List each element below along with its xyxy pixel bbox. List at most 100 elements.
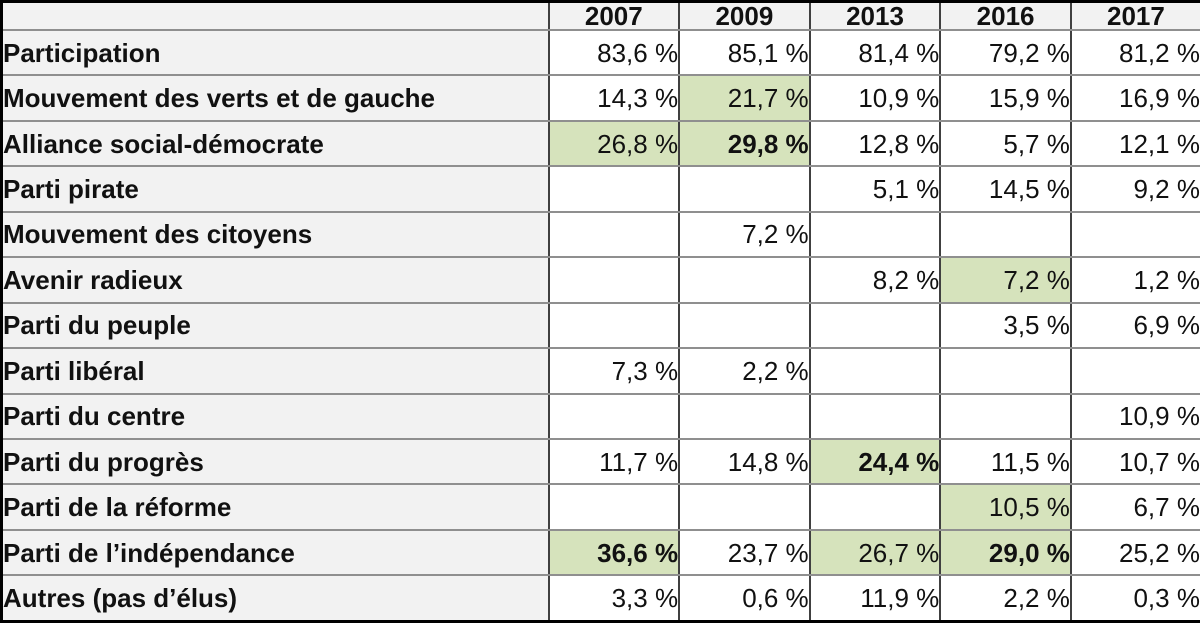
year-header-2016: 2016 [939,0,1072,31]
value-cell: 12,8 % [808,119,942,168]
table-row: Parti du centre 10,9 % [0,392,1200,440]
year-header-2007: 2007 [547,0,681,31]
value-cell: 11,5 % [939,437,1072,486]
value-cell: 29,0 % [939,528,1072,577]
value-cell: 2,2 % [678,347,811,395]
value-cell [939,392,1072,440]
value-cell: 16,9 % [1069,74,1200,122]
value-cell: 85,1 % [678,28,811,77]
table-row: Autres (pas d’élus) 3,3 % 0,6 % 11,9 % 2,2 %… [0,574,1200,623]
row-label: Avenir radieux [0,256,550,304]
value-cell: 23,7 % [678,528,811,577]
value-cell: 24,4 % [808,437,942,486]
row-label: Parti de l’indépendance [0,528,550,577]
value-cell [547,392,681,440]
value-cell: 81,4 % [808,28,942,77]
value-cell: 11,7 % [547,437,681,486]
table-row: Mouvement des verts et de gauche 14,3 % 21… [0,74,1200,122]
year-header-2013: 2013 [808,0,942,31]
value-cell: 36,6 % [547,528,681,577]
value-cell: 3,3 % [547,574,681,623]
value-cell: 9,2 % [1069,165,1200,213]
value-cell: 14,8 % [678,437,811,486]
year-header-2017: 2017 [1069,0,1200,31]
table-row: Mouvement des citoyens 7,2 % [0,210,1200,259]
table-row: Parti du progrès 11,7 % 14,8 % 24,4 % 11,5 %… [0,437,1200,486]
value-cell [547,483,681,531]
value-cell: 10,5 % [939,483,1072,531]
row-label: Parti pirate [0,165,550,213]
header-row: 2007 2009 2013 2016 2017 [0,0,1200,31]
value-cell: 3,5 % [939,301,1072,350]
value-cell [678,165,811,213]
value-cell [678,256,811,304]
value-cell: 0,6 % [678,574,811,623]
value-cell: 10,7 % [1069,437,1200,486]
value-cell: 11,9 % [808,574,942,623]
value-cell: 12,1 % [1069,119,1200,168]
value-cell: 0,3 % [1069,574,1200,623]
table-row: Avenir radieux 8,2 % 7,2 % 1,2 % [0,256,1200,304]
value-cell [939,210,1072,259]
value-cell [547,165,681,213]
value-cell: 6,9 % [1069,301,1200,350]
table-row: Parti de l’indépendance 36,6 % 23,7 % 26,7 … [0,528,1200,577]
value-cell [808,210,942,259]
value-cell [808,483,942,531]
corner-cell [0,0,550,31]
value-cell: 26,7 % [808,528,942,577]
value-cell: 7,2 % [939,256,1072,304]
value-cell: 10,9 % [1069,392,1200,440]
value-cell: 79,2 % [939,28,1072,77]
value-cell: 5,1 % [808,165,942,213]
value-cell: 15,9 % [939,74,1072,122]
value-cell: 1,2 % [1069,256,1200,304]
value-cell: 14,3 % [547,74,681,122]
value-cell [547,210,681,259]
value-cell [547,256,681,304]
value-cell: 2,2 % [939,574,1072,623]
row-label: Parti du centre [0,392,550,440]
value-cell [808,347,942,395]
table-row: Parti pirate 5,1 % 14,5 % 9,2 % [0,165,1200,213]
value-cell [808,301,942,350]
value-cell: 10,9 % [808,74,942,122]
value-cell: 14,5 % [939,165,1072,213]
value-cell [678,301,811,350]
table-row: Alliance social-démocrate 26,8 % 29,8 % 12,… [0,119,1200,168]
value-cell [547,301,681,350]
value-cell: 5,7 % [939,119,1072,168]
value-cell [678,392,811,440]
value-cell [808,392,942,440]
row-label: Parti du peuple [0,301,550,350]
row-label: Alliance social-démocrate [0,119,550,168]
value-cell: 25,2 % [1069,528,1200,577]
row-label: Parti libéral [0,347,550,395]
value-cell [1069,210,1200,259]
table-row: Participation 83,6 % 85,1 % 81,4 % 79,2 % 81,… [0,28,1200,77]
row-label: Mouvement des citoyens [0,210,550,259]
row-label: Parti du progrès [0,437,550,486]
table-row: Parti de la réforme 10,5 % 6,7 % [0,483,1200,531]
table-row: Parti libéral 7,3 % 2,2 % [0,347,1200,395]
row-label: Autres (pas d’élus) [0,574,550,623]
table-body: Participation 83,6 % 85,1 % 81,4 % 79,2 % 81,… [0,28,1200,623]
row-label: Mouvement des verts et de gauche [0,74,550,122]
value-cell: 7,2 % [678,210,811,259]
value-cell: 6,7 % [1069,483,1200,531]
value-cell: 8,2 % [808,256,942,304]
value-cell [939,347,1072,395]
year-header-2009: 2009 [678,0,811,31]
table-row: Parti du peuple 3,5 % 6,9 % [0,301,1200,350]
value-cell: 29,8 % [678,119,811,168]
value-cell [678,483,811,531]
row-label: Participation [0,28,550,77]
row-label: Parti de la réforme [0,483,550,531]
value-cell: 83,6 % [547,28,681,77]
value-cell: 21,7 % [678,74,811,122]
value-cell: 26,8 % [547,119,681,168]
value-cell: 81,2 % [1069,28,1200,77]
value-cell: 7,3 % [547,347,681,395]
value-cell [1069,347,1200,395]
